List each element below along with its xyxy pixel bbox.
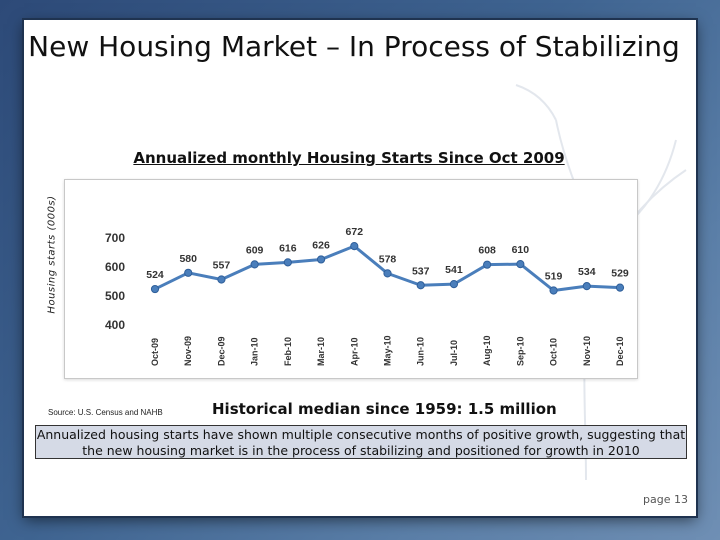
x-tick-label: Jul-10 [449, 340, 459, 366]
data-point [383, 269, 392, 278]
source-note: Source: U.S. Census and NAHB [48, 408, 163, 417]
data-label: 616 [279, 242, 297, 254]
data-label: 610 [512, 244, 530, 256]
x-tick-label: Jan-10 [250, 337, 260, 366]
y-tick-label: 600 [105, 260, 125, 274]
data-point [316, 255, 326, 264]
x-tick-label: Nov-10 [582, 336, 592, 366]
data-point [416, 281, 425, 290]
chart-area: 400 500 600 700 524 Oct-09 580 Nov-09 557 Dec-09 6… [64, 179, 638, 379]
y-axis-title: Housing starts (000s) [46, 195, 58, 314]
x-tick-label: May-10 [383, 335, 393, 366]
data-label: 541 [445, 264, 463, 276]
page-number: page 13 [643, 493, 688, 506]
slide-title: New Housing Market – In Process of Stabi… [28, 30, 680, 63]
data-point [350, 242, 359, 251]
data-point [516, 260, 525, 269]
data-label: 537 [412, 265, 430, 277]
data-label: 534 [578, 266, 596, 278]
x-tick-label: Nov-09 [183, 336, 193, 366]
data-point [250, 260, 259, 269]
data-point [483, 260, 492, 269]
data-point [217, 275, 226, 284]
data-point [449, 280, 459, 289]
x-tick-label: Oct-10 [549, 338, 559, 366]
data-label: 608 [478, 245, 496, 257]
data-label: 529 [611, 268, 629, 280]
data-label: 626 [312, 239, 330, 251]
data-label: 580 [179, 253, 197, 265]
y-tick-label: 400 [105, 318, 125, 332]
y-tick-label: 500 [105, 289, 125, 303]
data-point [615, 283, 625, 292]
y-tick-label: 700 [105, 231, 125, 245]
data-label: 609 [246, 244, 264, 256]
x-tick-label: Aug-10 [482, 335, 492, 366]
chart-title: Annualized monthly Housing Starts Since … [133, 149, 565, 167]
data-point [184, 268, 193, 277]
median-note: Historical median since 1959: 1.5 millio… [212, 400, 557, 418]
x-tick-label: Oct-09 [150, 338, 160, 366]
summary-callout: Annualized housing starts have shown mul… [35, 425, 687, 459]
data-point [582, 282, 591, 291]
data-label: 557 [213, 259, 231, 271]
x-tick-label: Dec-10 [615, 336, 625, 366]
x-tick-label: Apr-10 [349, 337, 359, 366]
x-tick-label: Dec-09 [216, 336, 226, 366]
data-label: 672 [346, 226, 364, 238]
x-tick-label: Jun-10 [416, 337, 426, 366]
x-tick-label: Sep-10 [515, 336, 525, 366]
data-point [549, 286, 558, 295]
x-tick-label: Mar-10 [316, 337, 326, 366]
line-chart: 400 500 600 700 524 Oct-09 580 Nov-09 557 Dec-09 6… [105, 226, 629, 366]
data-label: 578 [379, 253, 397, 265]
data-point [283, 258, 292, 267]
data-label: 519 [545, 270, 563, 282]
x-tick-label: Feb-10 [283, 337, 293, 366]
data-label: 524 [146, 269, 164, 281]
data-point [150, 284, 160, 294]
slide: New Housing Market – In Process of Stabi… [24, 20, 696, 516]
